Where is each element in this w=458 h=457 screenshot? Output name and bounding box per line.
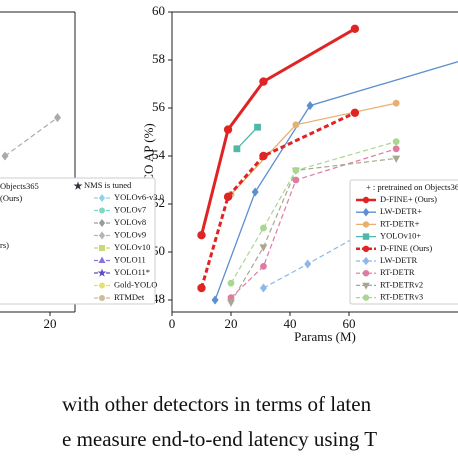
marker [292,121,300,129]
marker [98,231,106,240]
series-line [230,157,397,303]
series-line [230,148,397,299]
x-tick-label: 20 [225,316,238,331]
legend-label: YOLO11* [114,267,150,277]
marker [362,256,370,266]
marker [306,101,314,111]
marker [227,299,235,307]
marker [362,207,370,217]
legend-note: rs) [0,240,9,250]
marker [392,145,400,153]
marker [259,77,268,86]
legend-label: YOLOv9 [114,229,146,239]
marker [73,181,83,190]
marker [362,245,370,252]
legend-label: D-FINE (Ours) [380,243,432,253]
legend-label: YOLOv7 [114,204,146,214]
marker [227,279,235,287]
marker [197,230,206,240]
marker [233,145,241,153]
marker [251,187,259,197]
legend-label: RT-DETRv3 [380,292,423,302]
left-plot [1,113,62,161]
legend-box [349,179,458,305]
marker [223,192,233,201]
marker [392,99,400,107]
y-tick-label: 60 [152,3,165,18]
marker [53,113,62,123]
series-line [200,27,356,236]
legend-box [0,177,156,305]
legend-label: YOLOv10+ [380,231,421,241]
marker [362,270,370,277]
marker [99,207,106,214]
marker [259,151,268,161]
legend-note: NMS is tuned [84,180,132,190]
series-line [4,117,58,157]
series-line [200,111,356,289]
marker [392,155,401,163]
series-line [230,141,397,284]
marker [1,151,9,161]
marker [98,193,106,203]
legend-note: Objects365 [0,181,39,191]
legend-label: RT-DETRv2 [380,279,423,289]
legend-label: RT-DETR+ [380,218,420,228]
marker [362,233,370,240]
legend-note: (Ours) [0,193,22,203]
marker [362,221,370,228]
y-tick-label: 58 [152,51,165,66]
legend-label: YOLOv6-v3.0 [114,192,164,202]
marker [254,123,261,131]
series-line [214,60,458,301]
marker [260,262,267,270]
marker [362,196,370,204]
legend-label: YOLOv8 [114,217,146,227]
caption-line: e measure end-to-end latency using T [62,427,377,451]
marker [350,24,360,33]
legend-label: D-FINE+ (Ours) [380,194,437,204]
y-tick-label: 56 [152,99,166,114]
marker [350,108,360,117]
caption-line: with other detectors in terms of laten [62,392,372,416]
marker [292,176,300,184]
x-tick-label: 60 [343,316,356,331]
legend-title: + : pretrained on Objects365 [366,182,458,192]
x-tick-label: 40 [284,316,297,331]
legend-label: RTMDet [114,292,145,302]
x-tick-label: 20 [44,316,57,331]
legend-label: RT-DETR [380,267,415,277]
legend-label: YOLO11 [114,254,146,264]
series-line [236,126,259,150]
legend-label: YOLOv10 [114,242,150,252]
marker [98,256,106,263]
marker [304,259,312,269]
legend-label: LW-DETR [380,255,417,265]
marker [197,283,206,293]
marker [223,125,233,134]
marker [362,294,370,301]
legend-label: LW-DETR+ [380,206,422,216]
y-tick-label: 54 [152,147,166,162]
legend-label: Gold-YOLO [114,279,157,289]
x-tick-label: 0 [169,316,176,331]
marker [98,218,106,228]
marker [259,283,267,293]
x-axis-label: Params (M) [294,329,356,344]
marker [99,282,106,289]
right-plot [197,24,458,307]
marker [392,138,400,146]
marker [211,295,219,305]
marker [99,294,106,301]
marker [362,282,370,290]
marker [292,166,300,174]
marker [99,244,106,251]
marker [97,268,107,277]
marker [259,244,268,252]
marker [260,224,267,232]
